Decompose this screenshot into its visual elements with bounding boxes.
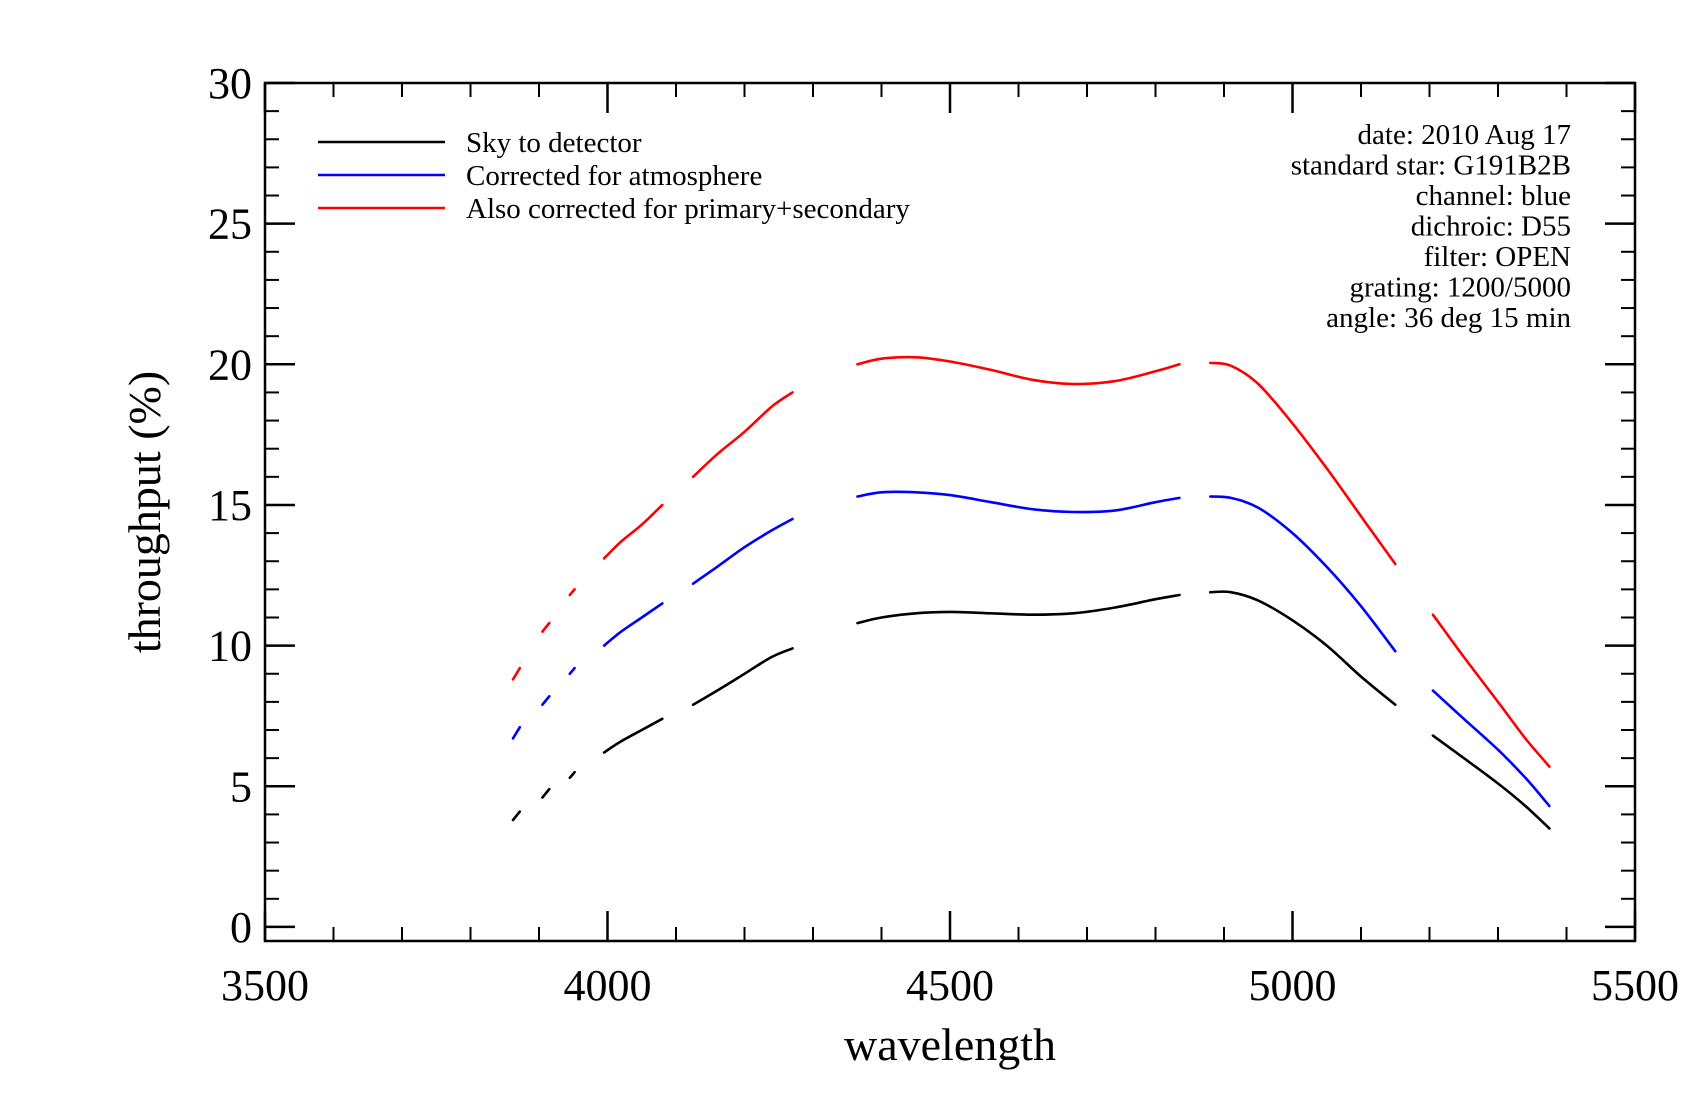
series-line-segment (568, 666, 576, 676)
series-line-segment (568, 588, 576, 597)
series-line-segment (541, 621, 551, 633)
info-line: grating: 1200/5000 (1349, 272, 1571, 304)
info-line: filter: OPEN (1424, 241, 1571, 273)
series-line-segment (1431, 689, 1551, 808)
series-line-segment (856, 490, 1181, 514)
series-line-segment (691, 647, 794, 706)
series-line-segment (602, 717, 664, 754)
y-tick-label: 15 (208, 481, 252, 530)
series-line-segment (511, 725, 522, 740)
x-tick-label: 4500 (906, 961, 994, 1010)
series-line-segment (602, 602, 664, 647)
series-line-segment (1209, 590, 1397, 706)
series-line-segment (1209, 361, 1397, 566)
series-line-segment (541, 695, 551, 706)
series-line-segment (568, 770, 576, 780)
series-line-segment (511, 666, 522, 681)
x-tick-label: 4000 (564, 961, 652, 1010)
x-tick-labels: 3500 4000 4500 5000 5500 (221, 961, 1679, 1010)
y-tick-label: 5 (230, 762, 252, 811)
series-line-segment (856, 355, 1181, 386)
y-tick-label: 0 (230, 903, 252, 952)
series-3 (511, 355, 1551, 768)
y-tick-label: 10 (208, 622, 252, 671)
series-line-segment (602, 503, 664, 560)
y-tick-label: 30 (208, 59, 252, 108)
major-ticks (263, 81, 1637, 941)
series-line-segment (1209, 495, 1397, 653)
info-line: date: 2010 Aug 17 (1358, 119, 1571, 151)
info-line: standard star: G191B2B (1291, 150, 1571, 182)
series-layer (511, 355, 1551, 830)
series-line-segment (511, 810, 522, 822)
series-2 (511, 490, 1551, 808)
legend-label: Corrected for atmosphere (466, 160, 762, 192)
info-line: angle: 36 deg 15 min (1326, 302, 1571, 334)
x-axis-title: wavelength (844, 1019, 1056, 1070)
series-line-segment (691, 391, 794, 479)
legend-label: Also corrected for primary+secondary (466, 193, 910, 225)
info-line: dichroic: D55 (1411, 211, 1571, 243)
y-tick-label: 20 (208, 340, 252, 389)
series-line-segment (1431, 613, 1551, 768)
series-1 (511, 590, 1551, 830)
y-axis-title: throughput (%) (119, 371, 170, 653)
y-tick-labels: 0 5 10 15 20 25 30 (208, 59, 252, 952)
series-line-segment (691, 517, 794, 585)
legend-label: Sky to detector (466, 127, 642, 159)
y-tick-label: 25 (208, 200, 252, 249)
x-tick-label: 3500 (221, 961, 309, 1010)
x-tick-label: 5000 (1249, 961, 1337, 1010)
series-line-segment (541, 787, 551, 799)
x-tick-label: 5500 (1591, 961, 1679, 1010)
info-line: channel: blue (1416, 180, 1571, 212)
series-line-segment (1431, 734, 1551, 830)
series-line-segment (856, 593, 1181, 625)
